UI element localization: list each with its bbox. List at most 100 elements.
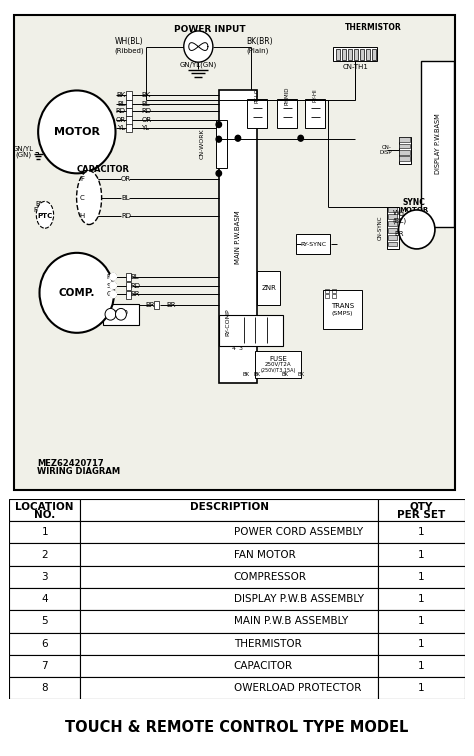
Bar bbox=[80, 610, 378, 633]
Bar bbox=[366, 48, 370, 60]
Text: 1: 1 bbox=[418, 661, 425, 671]
Bar bbox=[388, 228, 397, 233]
Text: YL: YL bbox=[118, 125, 126, 131]
Circle shape bbox=[38, 91, 116, 173]
Bar bbox=[80, 544, 378, 565]
Bar bbox=[80, 499, 378, 521]
Text: 5: 5 bbox=[41, 616, 48, 627]
Bar bbox=[378, 677, 465, 699]
Bar bbox=[325, 294, 329, 298]
Bar bbox=[80, 565, 378, 588]
Bar bbox=[333, 47, 377, 61]
Text: MAIN P.W.B ASSEMBLY: MAIN P.W.B ASSEMBLY bbox=[234, 616, 348, 627]
Text: MAIN P.W.BASM: MAIN P.W.BASM bbox=[235, 210, 241, 264]
Bar bbox=[378, 588, 465, 610]
Bar bbox=[400, 138, 410, 142]
Bar bbox=[325, 289, 329, 293]
Bar bbox=[127, 91, 132, 101]
Text: 7: 7 bbox=[41, 661, 48, 671]
Circle shape bbox=[110, 274, 117, 280]
Text: (GN): (GN) bbox=[15, 151, 31, 158]
Text: OR: OR bbox=[121, 176, 131, 182]
Bar bbox=[354, 48, 358, 60]
Text: C: C bbox=[80, 195, 85, 201]
Bar bbox=[9, 588, 80, 610]
Bar bbox=[247, 99, 267, 129]
Ellipse shape bbox=[77, 171, 101, 225]
Circle shape bbox=[184, 31, 213, 62]
Text: OLP: OLP bbox=[114, 310, 128, 319]
Text: GN/YL: GN/YL bbox=[13, 146, 34, 152]
Bar bbox=[372, 48, 376, 60]
Text: PTC: PTC bbox=[37, 212, 53, 218]
Bar bbox=[9, 544, 80, 565]
Bar bbox=[387, 207, 399, 249]
Text: CN-TH1: CN-TH1 bbox=[342, 64, 368, 70]
Circle shape bbox=[110, 282, 117, 289]
Text: MOTOR: MOTOR bbox=[399, 207, 428, 213]
Bar bbox=[9, 633, 80, 655]
Bar bbox=[388, 214, 397, 219]
Circle shape bbox=[116, 308, 127, 320]
Text: RY-HI: RY-HI bbox=[313, 88, 318, 102]
Circle shape bbox=[39, 253, 114, 333]
Bar bbox=[9, 499, 80, 521]
Text: RD: RD bbox=[116, 108, 126, 114]
Bar bbox=[400, 156, 410, 161]
Circle shape bbox=[110, 291, 117, 298]
Text: WH
(BL): WH (BL) bbox=[392, 210, 406, 224]
Text: PER SET: PER SET bbox=[397, 510, 446, 519]
Bar bbox=[127, 124, 132, 132]
Bar bbox=[219, 91, 257, 383]
Text: (Plain): (Plain) bbox=[246, 47, 268, 54]
Bar bbox=[126, 291, 131, 299]
Text: SYNC: SYNC bbox=[402, 198, 425, 207]
Text: BK: BK bbox=[297, 372, 304, 376]
Text: C: C bbox=[106, 291, 111, 297]
Circle shape bbox=[110, 282, 117, 289]
Text: ZNR: ZNR bbox=[262, 285, 276, 291]
Text: 4: 4 bbox=[232, 346, 236, 352]
Text: BR: BR bbox=[166, 302, 176, 308]
Circle shape bbox=[216, 170, 221, 176]
Text: OWERLOAD PROTECTOR: OWERLOAD PROTECTOR bbox=[234, 683, 361, 693]
Text: COMPRESSOR: COMPRESSOR bbox=[234, 572, 307, 582]
Text: THERMISTOR: THERMISTOR bbox=[234, 639, 301, 649]
Text: 1: 1 bbox=[418, 572, 425, 582]
Text: COMP.: COMP. bbox=[59, 288, 95, 298]
Text: DESCRIPTION: DESCRIPTION bbox=[190, 502, 269, 512]
Text: BL: BL bbox=[130, 274, 139, 280]
Text: LOCATION: LOCATION bbox=[16, 502, 74, 512]
Text: MOTOR: MOTOR bbox=[54, 127, 100, 137]
Text: 8: 8 bbox=[41, 683, 48, 693]
Text: BL: BL bbox=[121, 195, 129, 201]
Text: (Ribbed): (Ribbed) bbox=[114, 47, 144, 54]
Text: FAN MOTOR: FAN MOTOR bbox=[234, 550, 295, 559]
Bar bbox=[421, 61, 454, 227]
Text: FUSE: FUSE bbox=[269, 355, 287, 361]
Text: MEZ62420717: MEZ62420717 bbox=[37, 459, 103, 468]
Text: CAPACITOR: CAPACITOR bbox=[234, 661, 293, 671]
Text: H: H bbox=[80, 213, 85, 219]
Text: QTY: QTY bbox=[410, 502, 433, 512]
Circle shape bbox=[110, 274, 117, 280]
Text: 4: 4 bbox=[41, 594, 48, 604]
Text: RD: RD bbox=[121, 213, 131, 219]
Bar bbox=[127, 107, 132, 116]
Text: 1: 1 bbox=[418, 616, 425, 627]
Text: GN/YL(GN): GN/YL(GN) bbox=[180, 62, 217, 68]
Circle shape bbox=[399, 210, 435, 249]
Bar bbox=[255, 352, 301, 378]
Text: OR: OR bbox=[115, 116, 126, 122]
Bar bbox=[85, 176, 92, 184]
Bar bbox=[378, 610, 465, 633]
Bar bbox=[277, 99, 297, 129]
Bar bbox=[257, 271, 280, 305]
Text: 1: 1 bbox=[418, 639, 425, 649]
Text: THERMISTOR: THERMISTOR bbox=[345, 23, 402, 32]
Circle shape bbox=[216, 122, 221, 128]
Bar bbox=[388, 242, 397, 246]
Text: CN-WORK: CN-WORK bbox=[200, 129, 204, 160]
Bar bbox=[80, 655, 378, 677]
Text: TOUCH & REMOTE CONTROL TYPE MODEL: TOUCH & REMOTE CONTROL TYPE MODEL bbox=[65, 720, 409, 735]
